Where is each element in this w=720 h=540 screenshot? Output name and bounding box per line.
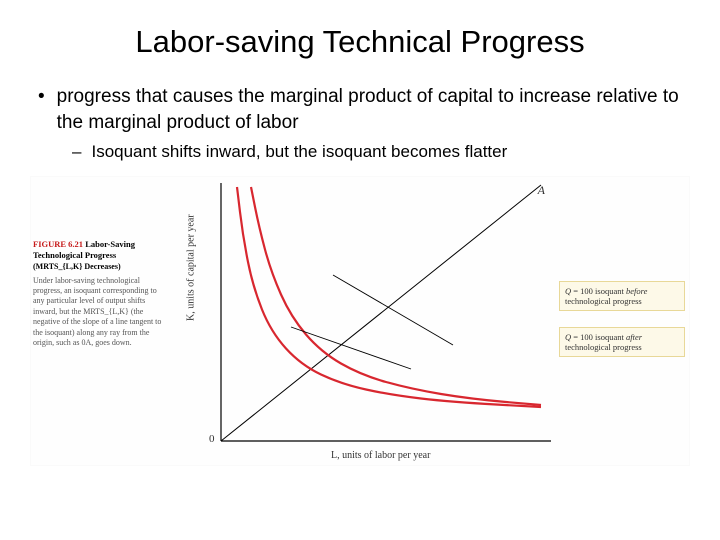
figure-area: FIGURE 6.21 Labor-Saving Technological P… [30, 176, 690, 466]
figure-subtitle: (MRTS_{L,K} Decreases) [33, 262, 121, 271]
bullet-main-text: progress that causes the marginal produc… [57, 84, 692, 135]
figure-number: FIGURE 6.21 [33, 239, 83, 249]
legend-after: Q = 100 isoquant after technological pro… [559, 327, 685, 357]
figure-caption-body: Under labor-saving technological progres… [33, 276, 163, 349]
legend-before: Q = 100 isoquant before technological pr… [559, 281, 685, 311]
slide-title: Labor-saving Technical Progress [28, 24, 692, 60]
bullet-sub: – Isoquant shifts inward, but the isoqua… [72, 141, 692, 164]
bullet-dash-icon: – [72, 141, 81, 164]
figure-caption: FIGURE 6.21 Labor-Saving Technological P… [33, 239, 163, 348]
bullet-main: • progress that causes the marginal prod… [38, 84, 692, 135]
bullet-sub-text: Isoquant shifts inward, but the isoquant… [91, 141, 507, 164]
isoquant-chart [191, 177, 561, 467]
bullet-dot-icon: • [38, 84, 45, 135]
